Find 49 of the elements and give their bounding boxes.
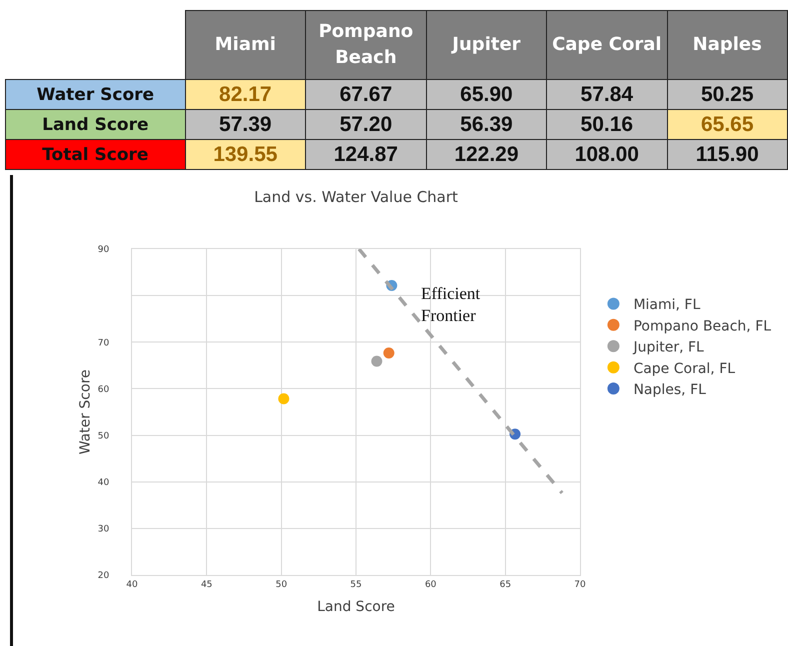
legend-label: Miami, FL xyxy=(633,297,700,314)
y-axis-title: Water Score xyxy=(77,369,94,455)
point xyxy=(371,356,382,367)
data-label: 57.84 xyxy=(546,80,668,110)
y-tick-label: 60 xyxy=(98,384,110,395)
category-label: Jupiter xyxy=(426,10,547,80)
x-tick-label: 55 xyxy=(350,580,362,590)
y-tick-label: 50 xyxy=(98,431,110,442)
x-tick-label: 70 xyxy=(574,580,586,590)
y-tick-label: 30 xyxy=(98,524,110,535)
text: Total Score xyxy=(6,140,186,170)
data-label: 82.17 xyxy=(185,80,306,110)
data-label: 57.20 xyxy=(306,110,426,140)
legend-label: Naples, FL xyxy=(633,382,706,398)
data-label: 65.65 xyxy=(667,110,788,140)
legend-label: Cape Coral, FL xyxy=(633,360,736,377)
point xyxy=(278,393,290,404)
chart-title: Land vs. Water Value Chart xyxy=(254,188,458,206)
y-tick-label: 70 xyxy=(98,338,110,348)
data-label: 67.67 xyxy=(306,80,426,110)
annotation: Efficient Frontier xyxy=(421,284,480,326)
x-axis-title: Land Score xyxy=(317,599,395,616)
data-label: 124.87 xyxy=(306,140,426,170)
data-label: 56.39 xyxy=(426,110,547,140)
category-label: Pompano Beach xyxy=(306,10,426,80)
x-tick-label: 50 xyxy=(276,580,288,590)
series-label: Water Score xyxy=(6,80,186,110)
x-tick-label: 40 xyxy=(126,580,138,590)
y-tick-label: 40 xyxy=(98,478,110,488)
x-tick-label: 65 xyxy=(500,580,512,590)
category-label: Miami xyxy=(185,10,306,80)
data-label: 50.16 xyxy=(546,110,668,140)
text: Land Score xyxy=(6,110,186,140)
y-tick-label: 20 xyxy=(98,571,110,582)
x-tick-label: 60 xyxy=(424,580,437,590)
data-label: 108.00 xyxy=(546,140,668,170)
x-tick-label: 45 xyxy=(200,580,212,590)
data-label: 115.90 xyxy=(667,140,788,170)
legend-label: Pompano Beach, FL xyxy=(633,318,772,334)
y-tick-label: 90 xyxy=(98,245,110,256)
data-label: 139.55 xyxy=(185,140,306,170)
data-label: 57.39 xyxy=(185,110,306,140)
data-label: 122.29 xyxy=(426,140,547,170)
data-label: 50.25 xyxy=(667,80,788,110)
legend-label: Jupiter, FL xyxy=(632,340,704,356)
category-label: Naples xyxy=(667,10,788,80)
category-label: Cape Coral xyxy=(546,10,668,80)
point xyxy=(383,347,394,358)
data-label: 65.90 xyxy=(426,80,547,110)
